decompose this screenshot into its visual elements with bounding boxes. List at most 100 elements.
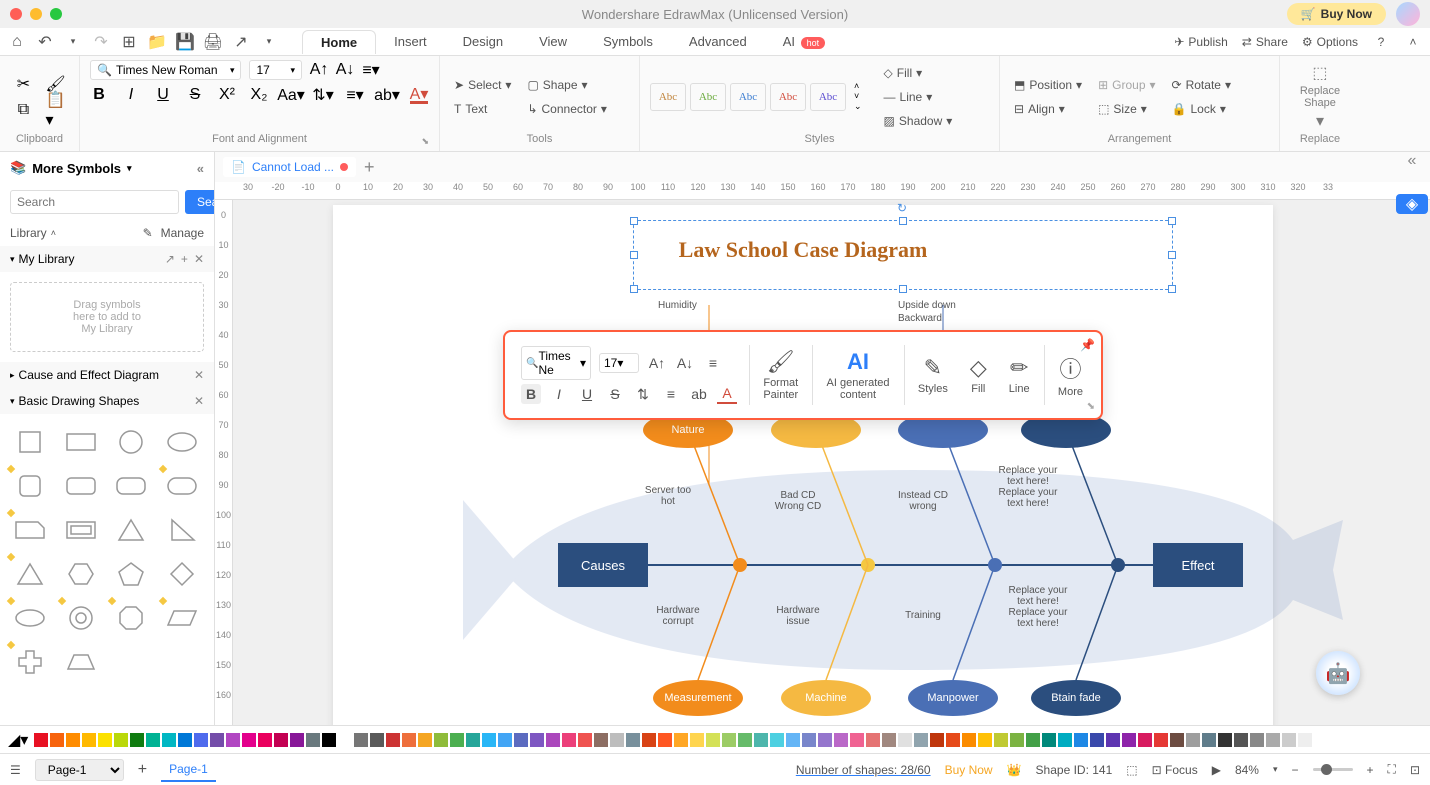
- style-swatch-4[interactable]: Abc: [770, 83, 806, 111]
- cause-effect-section[interactable]: ▸ Cause and Effect Diagram ✕: [0, 362, 214, 388]
- connector-tool[interactable]: ↳Connector▾: [523, 98, 610, 120]
- color-swatch[interactable]: [498, 733, 512, 747]
- color-swatch[interactable]: [242, 733, 256, 747]
- copy-icon[interactable]: ⧉: [15, 101, 33, 119]
- zoom-in[interactable]: +: [1367, 763, 1374, 777]
- collapse-sidebar-icon[interactable]: «: [197, 161, 204, 176]
- align-icon[interactable]: ≡▾: [362, 61, 380, 79]
- close-window[interactable]: [10, 8, 22, 20]
- color-swatch[interactable]: [338, 733, 352, 747]
- tab-symbols[interactable]: Symbols: [585, 30, 671, 54]
- color-swatch[interactable]: [1042, 733, 1056, 747]
- line-spacing-icon[interactable]: ⇅▾: [314, 86, 332, 104]
- spine-dot-4[interactable]: [1111, 558, 1125, 572]
- superscript-icon[interactable]: X²: [218, 86, 236, 104]
- zoom-value[interactable]: 84%: [1235, 763, 1259, 777]
- shape-cross[interactable]: [10, 644, 50, 680]
- case-icon[interactable]: Aa▾: [282, 86, 300, 104]
- undo-dropdown[interactable]: ▾: [64, 33, 82, 51]
- tab-ai[interactable]: AI hot: [765, 30, 843, 54]
- effect-box[interactable]: Effect: [1153, 543, 1243, 587]
- ft-align[interactable]: ≡: [703, 353, 723, 373]
- color-swatch[interactable]: [434, 733, 448, 747]
- spine-dot-2[interactable]: [861, 558, 875, 572]
- print-icon[interactable]: 🖨: [204, 33, 222, 51]
- ft-increase-font[interactable]: A↑: [647, 353, 667, 373]
- expand-icon[interactable]: ⬊: [1087, 401, 1095, 412]
- color-swatch[interactable]: [930, 733, 944, 747]
- style-prev[interactable]: ˄: [854, 81, 862, 91]
- color-swatch[interactable]: [82, 733, 96, 747]
- shape-circle[interactable]: [111, 424, 151, 460]
- color-swatch[interactable]: [1186, 733, 1200, 747]
- shape-ellipse[interactable]: [162, 424, 202, 460]
- label-upside[interactable]: Upside down: [898, 300, 988, 311]
- color-swatch[interactable]: [1154, 733, 1168, 747]
- tab-advanced[interactable]: Advanced: [671, 30, 765, 54]
- font-color-icon[interactable]: A▾: [410, 86, 428, 104]
- shape-snip[interactable]: [10, 512, 50, 548]
- color-swatch[interactable]: [786, 733, 800, 747]
- resize-handle-ml[interactable]: [630, 251, 638, 259]
- label-server[interactable]: Server too hot: [623, 485, 713, 507]
- present-icon[interactable]: ▶: [1212, 763, 1221, 777]
- qat-dropdown[interactable]: ▾: [260, 33, 278, 51]
- color-swatch[interactable]: [146, 733, 160, 747]
- shape-rounded-rect3[interactable]: [162, 468, 202, 504]
- text-tool[interactable]: TText: [450, 98, 515, 120]
- color-swatch[interactable]: [1218, 733, 1232, 747]
- label-training[interactable]: Training: [878, 610, 968, 621]
- spine-dot-3[interactable]: [988, 558, 1002, 572]
- bot-cat-3[interactable]: Manpower: [908, 680, 998, 716]
- shape-tool[interactable]: ▢Shape▾: [523, 74, 610, 96]
- color-swatch[interactable]: [754, 733, 768, 747]
- manage-link[interactable]: Manage: [161, 226, 204, 240]
- font-size-select[interactable]: 17▾: [249, 60, 302, 80]
- style-swatch-5[interactable]: Abc: [810, 83, 846, 111]
- symbol-search-button[interactable]: Search: [185, 190, 215, 214]
- resize-handle-tm[interactable]: [899, 217, 907, 225]
- zoom-slider[interactable]: [1313, 768, 1353, 771]
- color-swatch[interactable]: [514, 733, 528, 747]
- resize-handle-br[interactable]: [1168, 285, 1176, 293]
- group-button[interactable]: ⊞Group▾: [1094, 74, 1159, 96]
- buy-now-button[interactable]: 🛒 Buy Now: [1287, 3, 1386, 25]
- color-swatch[interactable]: [274, 733, 288, 747]
- color-swatch[interactable]: [882, 733, 896, 747]
- italic-icon[interactable]: I: [122, 86, 140, 104]
- subscript-icon[interactable]: X₂: [250, 86, 268, 104]
- color-swatch[interactable]: [1026, 733, 1040, 747]
- color-swatch[interactable]: [194, 733, 208, 747]
- symbol-search-input[interactable]: [10, 190, 179, 214]
- color-swatch[interactable]: [482, 733, 496, 747]
- decrease-font-icon[interactable]: A↓: [336, 61, 354, 79]
- size-button[interactable]: ⬚Size▾: [1094, 98, 1159, 120]
- pages-icon[interactable]: ☰: [10, 763, 21, 777]
- color-swatch[interactable]: [898, 733, 912, 747]
- fit-page-icon[interactable]: ⛶: [1388, 762, 1396, 777]
- color-swatch[interactable]: [690, 733, 704, 747]
- shape-rounded-rect[interactable]: [61, 468, 101, 504]
- ft-fontcolor[interactable]: A: [717, 384, 737, 404]
- color-swatch[interactable]: [722, 733, 736, 747]
- shape-octagon[interactable]: [111, 600, 151, 636]
- color-swatch[interactable]: [418, 733, 432, 747]
- position-button[interactable]: ⬒Position▾: [1010, 74, 1086, 96]
- ft-bold[interactable]: B: [521, 384, 541, 404]
- color-swatch[interactable]: [178, 733, 192, 747]
- color-swatch[interactable]: [1234, 733, 1248, 747]
- color-swatch[interactable]: [546, 733, 560, 747]
- help-icon[interactable]: ?: [1372, 33, 1390, 51]
- bullet-list-icon[interactable]: ≡▾: [346, 86, 364, 104]
- tab-view[interactable]: View: [521, 30, 585, 54]
- color-swatch[interactable]: [994, 733, 1008, 747]
- close-section-icon[interactable]: ✕: [194, 368, 204, 382]
- fullscreen-icon[interactable]: ⊡: [1410, 763, 1420, 777]
- label-humidity[interactable]: Humidity: [658, 300, 748, 311]
- color-swatch[interactable]: [770, 733, 784, 747]
- color-swatch[interactable]: [98, 733, 112, 747]
- crown-icon[interactable]: 👑: [1007, 763, 1022, 777]
- ft-fill[interactable]: ◇ Fill: [962, 355, 995, 395]
- highlight-icon[interactable]: ab▾: [378, 86, 396, 104]
- color-swatch[interactable]: [386, 733, 400, 747]
